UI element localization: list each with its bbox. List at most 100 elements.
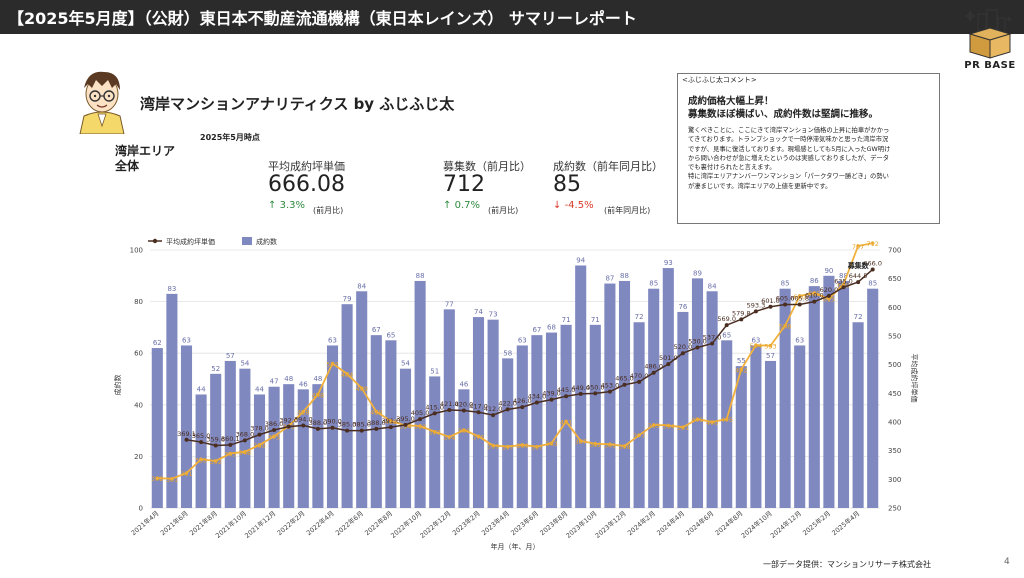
price-value-label: 388.0 bbox=[367, 419, 386, 427]
bar-value-label: 88 bbox=[416, 272, 425, 280]
price-point bbox=[199, 440, 204, 445]
price-value-label: 449.0 bbox=[571, 384, 590, 392]
y-right-tick-label: 500 bbox=[888, 361, 901, 369]
bar-value-label: 63 bbox=[182, 336, 191, 344]
listings-value-label: 625 bbox=[808, 290, 820, 298]
price-value-label: 391.0 bbox=[382, 417, 401, 425]
listings-value-label: 568 bbox=[779, 323, 791, 331]
listings-point bbox=[637, 433, 641, 437]
bar-value-label: 63 bbox=[795, 336, 804, 344]
bar bbox=[516, 345, 528, 508]
price-point bbox=[768, 304, 773, 309]
x-tick-label: 2021年10月 bbox=[213, 509, 248, 540]
price-point bbox=[345, 428, 350, 433]
listings-value-label: 395 bbox=[647, 422, 659, 430]
listings-point bbox=[608, 442, 612, 447]
listings-point bbox=[228, 451, 233, 456]
listings-point bbox=[418, 424, 422, 428]
bar bbox=[633, 322, 645, 508]
bar-value-label: 51 bbox=[430, 367, 439, 375]
as-of-date: 2025年5月時点 bbox=[200, 133, 260, 142]
price-value-label: 360.1 bbox=[221, 435, 240, 443]
y-right-tick-label: 700 bbox=[888, 247, 901, 255]
bar bbox=[779, 288, 791, 508]
listings-value-label: 357 bbox=[501, 444, 513, 452]
price-point bbox=[753, 309, 758, 314]
price-value-label: 601.0 bbox=[761, 297, 780, 305]
y-axis-left-label: 成約数 bbox=[113, 375, 122, 396]
listings-point bbox=[447, 435, 452, 439]
y-right-tick-label: 400 bbox=[888, 419, 901, 427]
bar-value-label: 63 bbox=[518, 336, 527, 344]
price-point bbox=[680, 351, 685, 356]
legend-contracts-label: 成約数 bbox=[256, 237, 277, 246]
x-axis-label: 年月（年、月） bbox=[491, 542, 540, 551]
listings-value-label: 391 bbox=[677, 424, 689, 432]
listings-value-label: 418 bbox=[370, 409, 382, 417]
price-value-label: 445.0 bbox=[557, 386, 576, 394]
kpi-listings-change-text: 0.7% bbox=[454, 200, 480, 211]
listings-value-label: 459 bbox=[355, 385, 367, 393]
bar bbox=[195, 394, 207, 508]
price-point bbox=[564, 394, 569, 399]
price-point bbox=[826, 293, 831, 298]
price-value-label: 537.0 bbox=[703, 333, 722, 341]
price-point bbox=[418, 417, 423, 422]
bar bbox=[210, 373, 222, 508]
listings-point bbox=[593, 441, 598, 446]
price-point bbox=[213, 443, 218, 448]
bar-value-label: 55 bbox=[737, 357, 746, 365]
bar bbox=[575, 265, 587, 508]
price-value-label: 385.0 bbox=[352, 421, 371, 429]
price-point bbox=[228, 442, 233, 447]
price-value-label: 395.0 bbox=[396, 415, 415, 423]
report-header-title: 【2025年5月度】（公財）東日本不動産流通機構（東日本レインズ） サマリーレポ… bbox=[8, 9, 637, 28]
price-value-label: 359.6 bbox=[206, 436, 225, 444]
bar bbox=[677, 311, 689, 508]
listings-value-label: 301 bbox=[166, 476, 178, 484]
bar bbox=[589, 324, 601, 508]
price-point bbox=[447, 407, 452, 412]
price-point bbox=[184, 437, 189, 442]
price-point bbox=[520, 405, 525, 410]
price-value-label: 620.0 bbox=[820, 286, 839, 294]
bar-value-label: 65 bbox=[386, 331, 395, 339]
x-tick-label: 2024年10月 bbox=[739, 509, 774, 540]
price-point bbox=[534, 400, 539, 405]
bar-value-label: 57 bbox=[766, 352, 775, 360]
price-point bbox=[286, 424, 291, 429]
bar-value-label: 87 bbox=[605, 275, 614, 283]
price-point bbox=[388, 425, 393, 430]
bar bbox=[166, 293, 178, 508]
price-point bbox=[812, 299, 817, 304]
listings-point bbox=[666, 423, 671, 428]
kpi-price-note: (前月比) bbox=[313, 206, 344, 215]
y-left-tick-label: 40 bbox=[134, 401, 143, 409]
bar-value-label: 65 bbox=[722, 331, 731, 339]
price-point bbox=[330, 425, 335, 430]
bar-value-label: 44 bbox=[255, 385, 264, 393]
price-value-label: 439.0 bbox=[542, 390, 561, 398]
price-value-label: 392.0 bbox=[279, 417, 298, 425]
header-bar: 【2025年5月度】（公財）東日本不動産流通機構（東日本レインズ） サマリーレポ… bbox=[0, 0, 1024, 34]
kpi-listings-note: (前月比) bbox=[488, 206, 519, 215]
bar bbox=[837, 280, 850, 508]
bar bbox=[239, 368, 251, 508]
bar bbox=[399, 368, 412, 508]
listings-point bbox=[651, 423, 656, 427]
price-value-label: 378.0 bbox=[250, 425, 269, 433]
bar bbox=[735, 366, 747, 508]
price-value-label: 569.0 bbox=[717, 315, 736, 323]
listings-value-label: 302 bbox=[151, 475, 163, 483]
kpi-contracts-change: ↓ -4.5% bbox=[553, 200, 594, 211]
price-value-label: 501.0 bbox=[659, 354, 678, 362]
price-point bbox=[491, 413, 496, 418]
listings-point bbox=[184, 471, 189, 475]
listings-value-label: 348 bbox=[239, 449, 251, 457]
price-point bbox=[710, 341, 715, 346]
listings-value-label: 620 bbox=[793, 293, 805, 301]
bar-value-label: 44 bbox=[197, 385, 206, 393]
area-label: 湾岸エリア 全体 bbox=[115, 144, 176, 173]
listings-value-label: 363 bbox=[545, 440, 557, 448]
bar-value-label: 73 bbox=[489, 311, 498, 319]
